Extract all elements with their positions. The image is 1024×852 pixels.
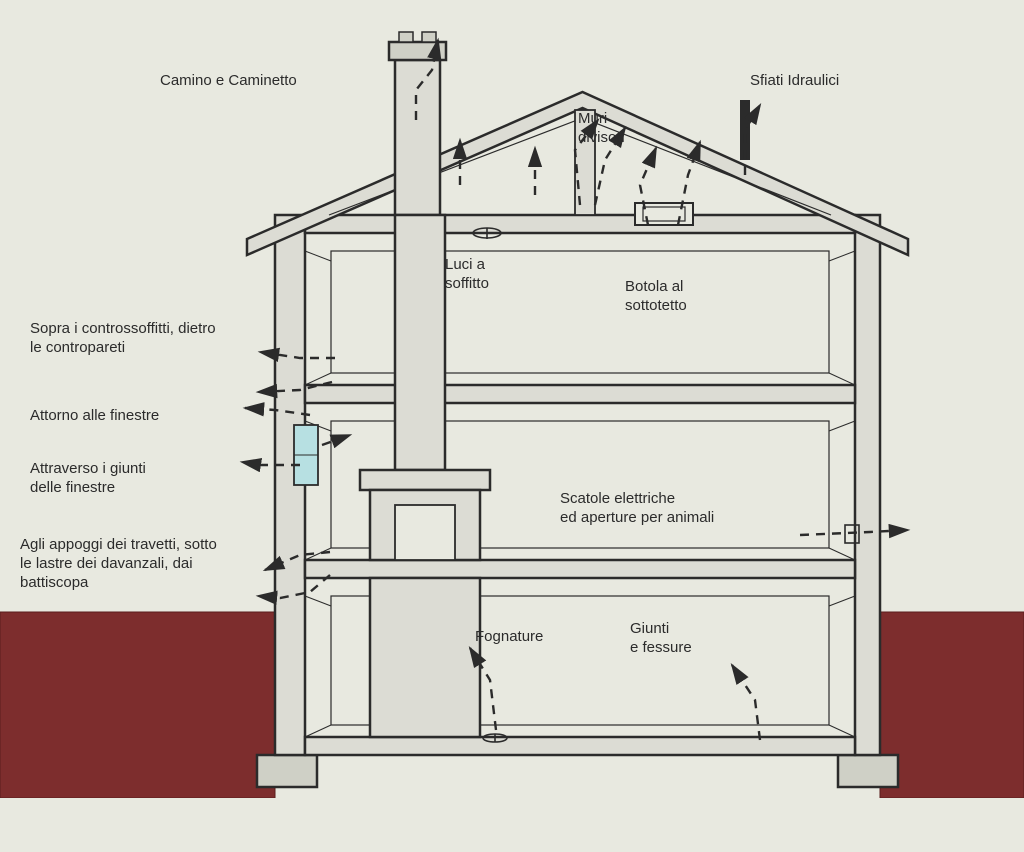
label-appoggi: Agli appoggi dei travetti, sotto le last… [20,536,217,592]
label-botola: Botola al sottotetto [625,278,687,316]
label-luci: Luci a soffitto [445,256,489,294]
label-muri: Muri divisori [578,110,625,148]
house-svg [0,0,1024,852]
label-giunti_fess: Giunti e fessure [630,620,692,658]
diagram-stage: Camino e Caminetto Sfiati Idraulici Muri d… [0,0,1024,852]
label-scatole: Scatole elettriche ed aperture per anima… [560,490,714,528]
label-giunti_fin: Attraverso i giunti delle finestre [30,460,146,498]
label-contros: Sopra i controssoffitti, dietro le contr… [30,320,216,358]
label-chimney: Camino e Caminetto [160,72,297,91]
label-attorno: Attorno alle finestre [30,407,159,426]
label-sfiati: Sfiati Idraulici [750,72,839,91]
label-fognature: Fognature [475,628,543,647]
